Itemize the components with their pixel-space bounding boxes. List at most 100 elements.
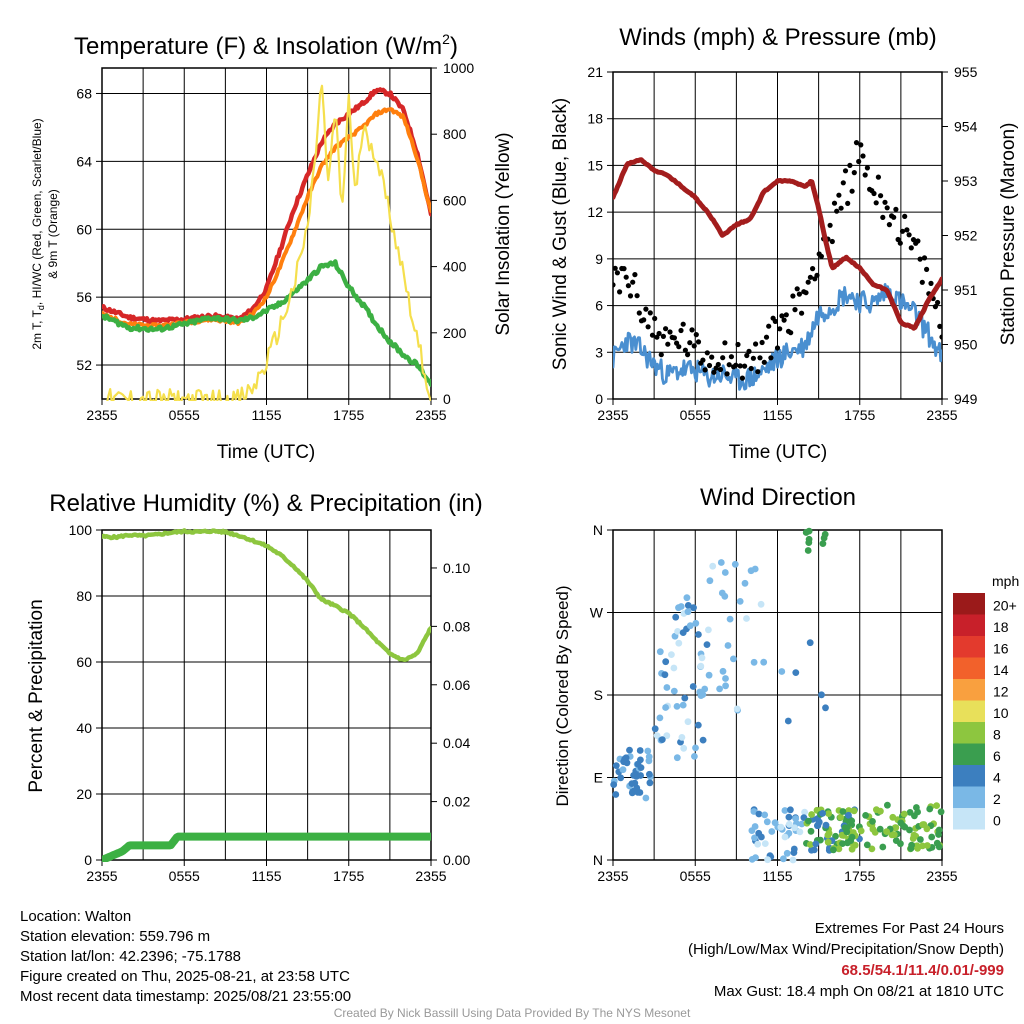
- direction-point: [847, 837, 855, 844]
- direction-point: [730, 655, 737, 663]
- direction-frame: [612, 529, 943, 861]
- winds-series-1-point: [845, 200, 851, 206]
- temp-xlabel: Time (UTC): [217, 442, 316, 463]
- temp-title: Temperature (F) & Insolation (W/m2): [74, 31, 458, 60]
- direction-point: [731, 560, 739, 568]
- winds-series-1-point: [632, 272, 638, 278]
- winds-series-1-point: [614, 270, 621, 276]
- direction-point: [673, 754, 681, 762]
- winds-series-1-point: [652, 315, 658, 322]
- legend-label: 18: [993, 619, 1009, 635]
- direction-point: [696, 688, 704, 696]
- winds-series-1-point: [893, 206, 899, 212]
- winds-y2tick-label: 953: [954, 173, 978, 189]
- winds-series-1-point: [851, 170, 857, 176]
- humidity-ytick-label: 60: [76, 654, 92, 670]
- direction-point: [612, 762, 620, 769]
- winds-ytick-label: 18: [587, 111, 603, 127]
- station-info: Location: Walton Station elevation: 559.…: [20, 907, 351, 1007]
- humidity-ytick-label: 40: [76, 720, 92, 736]
- direction-point: [830, 846, 837, 854]
- direction-point: [691, 753, 698, 760]
- direction-point: [784, 717, 792, 725]
- direction-point: [698, 654, 706, 662]
- direction-point: [754, 840, 762, 848]
- legend-label: 20+: [993, 598, 1017, 614]
- winds-xlabel: Time (UTC): [729, 442, 828, 463]
- direction-point: [706, 577, 714, 585]
- direction-point: [919, 821, 927, 828]
- winds-series-1-point: [799, 310, 805, 316]
- figure-created: Figure created on Thu, 2025-08-21, at 23…: [20, 968, 350, 985]
- winds-series-1-point: [691, 343, 697, 349]
- winds-series-1-point: [717, 366, 724, 373]
- winds-series-1-point: [902, 213, 908, 219]
- humidity-y2tick-label: 0.08: [443, 618, 470, 634]
- winds-series-1-point: [753, 341, 759, 347]
- direction-ytick-label: W: [590, 605, 604, 621]
- direction-ylabel: Direction (Colored By Speed): [553, 585, 572, 806]
- direction-point: [748, 827, 756, 834]
- humidity-ytick-label: 100: [69, 522, 93, 538]
- winds-y2tick-label: 951: [954, 282, 978, 298]
- direction-point: [681, 694, 689, 702]
- winds-series-1-point: [884, 205, 890, 211]
- winds-series-1-point: [878, 193, 884, 199]
- winds-series-1-point: [766, 323, 772, 329]
- winds-series-1-point: [678, 327, 684, 334]
- direction-point: [791, 824, 798, 832]
- direction-point: [877, 807, 884, 815]
- winds-series-1-point: [864, 165, 871, 171]
- direction-point: [677, 603, 685, 610]
- direction-legend-title: mph: [992, 573, 1019, 589]
- winds-series-1-point: [847, 162, 853, 168]
- temperature-ytick-label: 52: [76, 357, 92, 373]
- direction-ytick-label: E: [594, 770, 603, 786]
- direction-point: [787, 806, 794, 814]
- location: Location: Walton: [20, 908, 132, 925]
- direction-ytick-label: N: [593, 522, 603, 538]
- direction-point: [790, 849, 798, 856]
- direction-point: [722, 675, 729, 682]
- winds-series-1-point: [693, 332, 699, 338]
- winds-series-1-point: [636, 310, 642, 316]
- direction-point: [634, 788, 642, 796]
- direction-point: [819, 810, 826, 817]
- direction-point: [883, 828, 890, 835]
- direction-point: [622, 754, 630, 762]
- direction-point: [686, 622, 694, 630]
- winds-series-1-point: [932, 304, 939, 310]
- legend-label: 8: [993, 727, 1001, 743]
- winds-series-1-point: [891, 214, 897, 220]
- legend-label: 6: [993, 748, 1001, 764]
- direction-point: [869, 825, 877, 833]
- direction-point: [768, 828, 776, 835]
- temperature-chart: 52 56 60 64 68 0 200 400 600 800 1000 2355 0555 1155 1…: [76, 60, 474, 423]
- direction-point: [755, 810, 763, 818]
- humidity-xtick-label: 0555: [169, 868, 200, 884]
- direction-point: [804, 547, 812, 554]
- direction-point: [792, 669, 800, 676]
- winds-series-1-point: [924, 266, 930, 272]
- legend-swatch: [953, 743, 985, 765]
- winds-series-1-point: [695, 339, 702, 345]
- winds-series-1-point: [667, 329, 673, 335]
- direction-point: [763, 818, 771, 826]
- winds-series-1-point: [781, 317, 787, 323]
- direction-point: [695, 631, 702, 638]
- direction-point: [656, 714, 664, 722]
- winds-series-1-point: [838, 205, 844, 211]
- winds-ytick-label: 15: [587, 157, 603, 173]
- winds-series-1-point: [742, 363, 748, 369]
- winds-series-1-point: [853, 140, 860, 146]
- winds-series-1-point: [702, 367, 708, 373]
- direction-point: [822, 704, 829, 712]
- temperature-y2tick-label: 400: [443, 259, 467, 275]
- direction-point: [726, 615, 734, 623]
- winds-ytick-label: 0: [595, 391, 603, 407]
- winds-y2tick-label: 949: [954, 391, 978, 407]
- winds-series-1-point: [757, 355, 763, 361]
- direction-point: [900, 810, 908, 818]
- credit: Created By Nick Bassill Using Data Provi…: [333, 1006, 691, 1020]
